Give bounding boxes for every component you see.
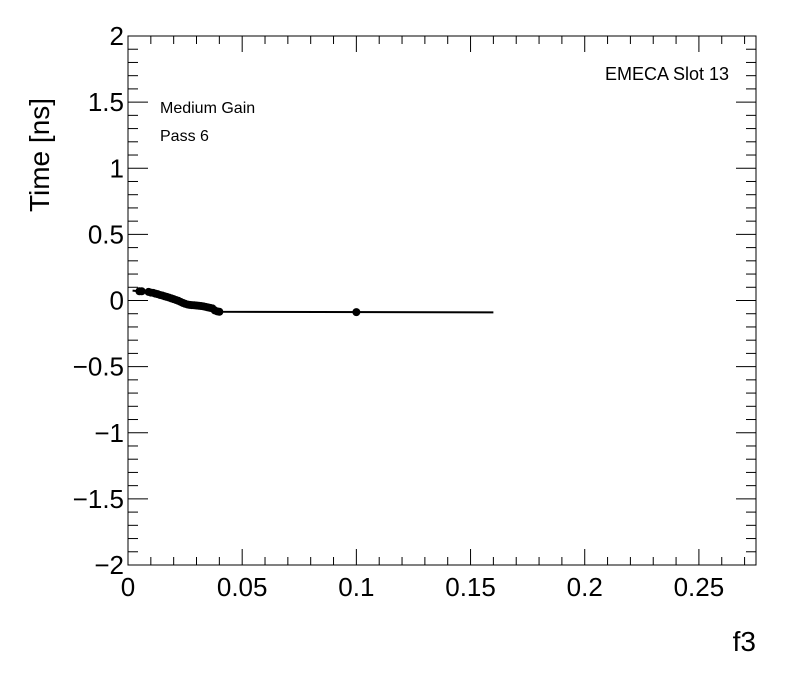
x-tick-label: 0.1 bbox=[338, 572, 374, 602]
y-axis-title: Time [ns] bbox=[24, 98, 55, 212]
y-tick-label: −1 bbox=[94, 418, 124, 448]
data-point bbox=[137, 287, 146, 296]
x-tick-label: 0.15 bbox=[445, 572, 496, 602]
annotation-slot: EMECA Slot 13 bbox=[605, 64, 729, 84]
x-tick-label: 0.25 bbox=[674, 572, 725, 602]
y-tick-label: 0.5 bbox=[88, 219, 124, 249]
y-tick-label: 0 bbox=[110, 286, 124, 316]
x-tick-label: 0 bbox=[121, 572, 135, 602]
x-axis-ticks: 0 0.05 0.1 0.15 0.2 0.25 bbox=[121, 36, 746, 602]
x-tick-label: 0.05 bbox=[217, 572, 268, 602]
annotation-pass: Pass 6 bbox=[160, 128, 209, 145]
x-axis-title: f3 bbox=[733, 626, 756, 657]
y-tick-label: 1.5 bbox=[88, 87, 124, 117]
y-tick-label: 2 bbox=[110, 21, 124, 51]
data-point bbox=[352, 308, 361, 317]
y-tick-label: 1 bbox=[110, 153, 124, 183]
y-tick-label: −2 bbox=[94, 550, 124, 580]
y-tick-label: −0.5 bbox=[73, 352, 124, 382]
y-tick-label: −1.5 bbox=[73, 484, 124, 514]
data-point bbox=[215, 307, 224, 316]
x-tick-label: 0.2 bbox=[567, 572, 603, 602]
annotation-gain: Medium Gain bbox=[160, 100, 255, 117]
data-points bbox=[135, 287, 361, 317]
y-axis-ticks: −2 −1.5 −1 −0.5 0 0.5 1 1.5 2 bbox=[73, 21, 756, 580]
